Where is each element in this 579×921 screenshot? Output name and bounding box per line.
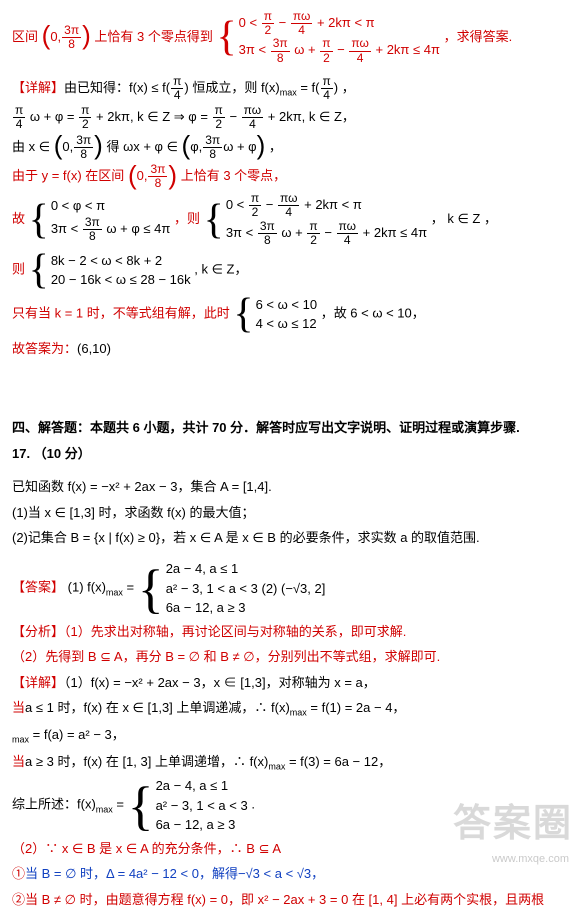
section-4-title: 四、解答题：本题共 6 小题，共计 70 分．解答时应写出文字说明、证明过程或演… <box>12 416 567 439</box>
brace-icon: { <box>29 199 49 241</box>
analysis: 【分析】（1）先求出对称轴，再讨论区间与对称轴的关系，即可求解. <box>12 620 567 643</box>
line-4: 由 x ∈ (0,3π8) 得 ωx + φ ∈ (φ,3π8ω + φ) ， <box>12 134 567 161</box>
tag-detail: 【详解】 <box>12 675 64 690</box>
frac: 3π8 <box>61 24 82 51</box>
brace-icon: { <box>29 249 49 291</box>
brace-icon: { <box>138 562 164 616</box>
line-6: 故 { 0 < φ < π 3π < 3π8 ω + φ ≤ 4π ，则 { 0… <box>12 192 567 247</box>
interval-a: 0, <box>50 29 61 44</box>
detail-5: 综上所述：f(x)max = { 2a − 4, a ≤ 1 a² − 3, 1… <box>12 776 567 835</box>
brace-icon: { <box>204 199 224 241</box>
text: 上恰有 3 个零点得到 <box>94 29 212 44</box>
line-8: 只有当 k = 1 时，不等式组有解，此时 { 6 < ω < 10 4 < ω… <box>12 293 567 335</box>
detail-7: ①当 B = ∅ 时，Δ = 4a² − 12 < 0，解得−√3 < a < … <box>12 862 567 885</box>
brace-icon: { <box>217 16 237 58</box>
detail-6: （2）∵ x ∈ B 是 x ∈ A 的充分条件，∴ B ⊆ A <box>12 837 567 860</box>
paren-close: ) <box>82 22 91 48</box>
brace-icon: { <box>128 779 154 833</box>
text: ，求得答案. <box>444 29 513 44</box>
detail-4: 当a ≥ 3 时，f(x) 在 [1, 3] 上单调递增，∴ f(x)max =… <box>12 750 567 775</box>
detail-3: max = f(a) = a² − 3， <box>12 723 567 748</box>
detail-2: 当a ≤ 1 时，f(x) 在 x ∈ [1,3] 上单调递减，∴ f(x)ma… <box>12 696 567 721</box>
line-7: 则 { 8k − 2 < ω < 8k + 2 20 − 16k < ω ≤ 2… <box>12 249 567 291</box>
brace-system: { 0 < π2 − πω4 + 2kπ < π 3π < 3π8 ω + π2… <box>217 10 440 65</box>
brace-icon: { <box>233 293 253 335</box>
tag-detail: 【详解】 <box>12 80 64 95</box>
q17-line2: (1)当 x ∈ [1,3] 时，求函数 f(x) 的最大值； <box>12 501 567 524</box>
detail-8: ②当 B ≠ ∅ 时，由题意得方程 f(x) = 0，即 x² − 2ax + … <box>12 888 567 911</box>
line-1: 区间 (0,3π8) 上恰有 3 个零点得到 { 0 < π2 − πω4 + … <box>12 10 567 65</box>
line-5: 由于 y = f(x) 在区间 (0,3π8) 上恰有 3 个零点， <box>12 163 567 190</box>
line-2: 【详解】由已知得：f(x) ≤ f(π4) 恒成立，则 f(x)max = f(… <box>12 75 567 102</box>
q17-line3: (2)记集合 B = {x | f(x) ≥ 0}，若 x ∈ A 是 x ∈ … <box>12 526 567 549</box>
analysis-2: （2）先得到 B ⊆ A，再分 B = ∅ 和 B ≠ ∅，分别列出不等式组，求… <box>12 645 567 668</box>
tag-analysis: 【分析】 <box>12 624 64 639</box>
tag-answer: 【答案】 <box>12 580 64 595</box>
text: 区间 <box>12 29 38 44</box>
answer-line: 【答案】 (1) f(x)max = { 2a − 4, a ≤ 1 a² − … <box>12 559 567 618</box>
q17-header: 17. （10 分） <box>12 442 567 465</box>
line-3: π4 ω + φ = π2 + 2kπ, k ∈ Z ⇒ φ = π2 − πω… <box>12 104 567 131</box>
line-9: 故答案为：(6,10) <box>12 337 567 360</box>
q17-line1: 已知函数 f(x) = −x² + 2ax − 3，集合 A = [1,4]. <box>12 475 567 498</box>
detail-1: 【详解】（1）f(x) = −x² + 2ax − 3，x ∈ [1,3]，对称… <box>12 671 567 694</box>
paren-open: ( <box>42 22 51 48</box>
